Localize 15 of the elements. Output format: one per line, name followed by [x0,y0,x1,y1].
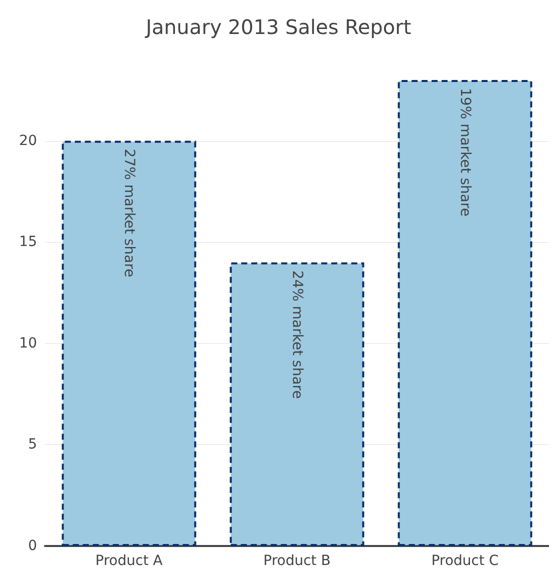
bar [230,262,364,546]
y-tick-label: 20 [19,132,37,149]
chart-title: January 2013 Sales Report [144,15,412,39]
x-tick-label: Product A [95,553,164,569]
x-tick-label: Product B [263,553,331,569]
y-tick-label: 15 [19,234,37,250]
y-tick-label: 5 [28,436,37,453]
bar [62,140,196,546]
data-label: 24% market share [289,270,305,399]
y-tick-label: 10 [19,335,37,352]
data-label: 19% market share [457,88,473,217]
bar [398,80,532,546]
y-tick-label: 0 [28,538,37,554]
x-tick-label: Product C [431,553,499,569]
data-label: 27% market share [121,148,137,278]
